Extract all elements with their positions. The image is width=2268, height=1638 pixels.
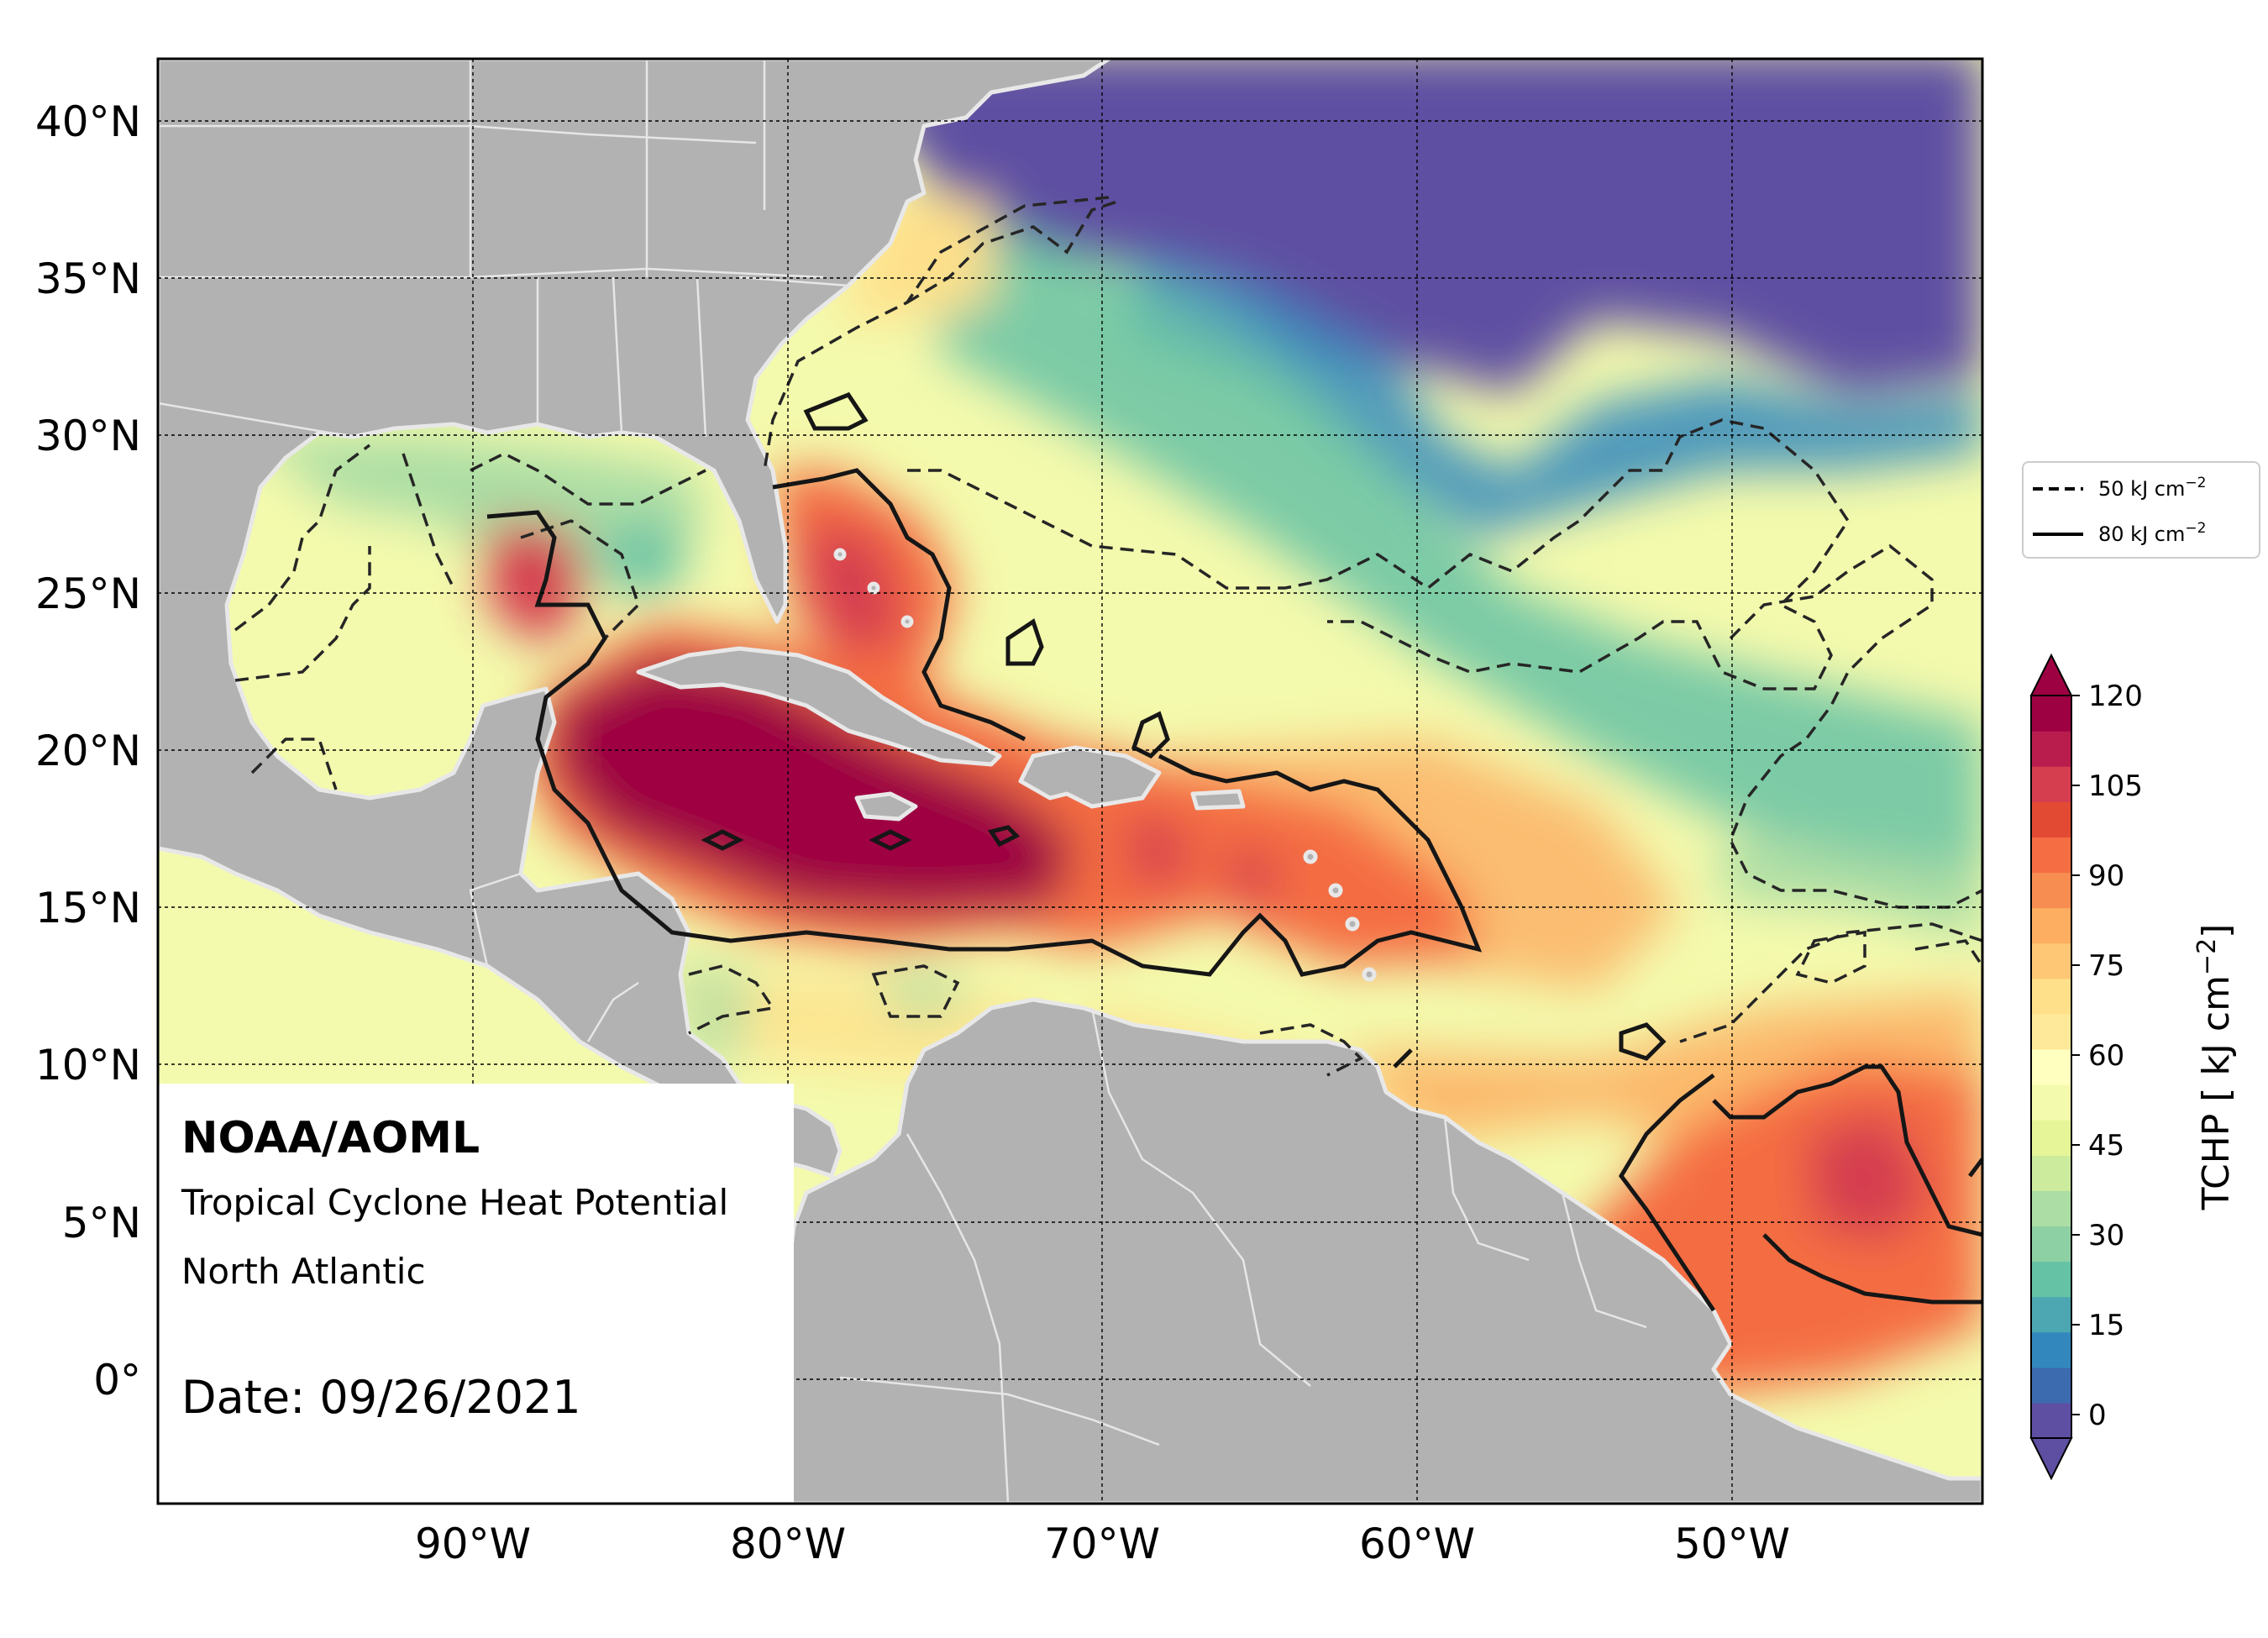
colorbar-band [2031,1226,2071,1263]
lat-label: 35°N [35,255,141,303]
product-label: Tropical Cyclone Heat Potential [181,1182,728,1223]
colorbar-band [2031,1367,2071,1404]
south-america-land [758,997,1982,1504]
colorbar-band [2031,1261,2071,1298]
colorbar-band [2031,1296,2071,1333]
political-borders [158,59,1647,1504]
lat-label: 40°N [35,97,141,146]
colorbar-tick-label: 15 [2088,1309,2124,1342]
colorbar-min-extend [2029,1437,2073,1481]
colorbar-band [2031,1155,2071,1191]
colorbar-band [2031,1402,2071,1439]
colorbar-title: TCHP [ kJ cm−2] [2192,924,2238,1211]
legend-dashed-label: 50 kJ cm [2098,477,2185,501]
lat-label: 5°N [62,1199,141,1247]
colorbar-band [2031,801,2071,837]
colorbar-title-main: TCHP [ kJ cm [2195,975,2238,1210]
colorbar-band [2031,731,2071,767]
colorbar-tick-label: 90 [2088,859,2124,893]
info-panel [159,1084,794,1503]
bahamas-island [867,581,880,595]
lat-label: 25°N [35,570,141,618]
lon-label: 80°W [730,1520,846,1568]
colorbar-band [2031,1331,2071,1368]
colorbar-tick-label: 45 [2088,1129,2124,1163]
svg-text:80 kJ cm−2: 80 kJ cm−2 [2098,520,2206,546]
land-masses [158,59,1982,1504]
colorbar-bands [2031,696,2071,1439]
colorbar-ticks: 120 105 90 75 60 45 30 15 0 [2071,680,2143,1432]
region-label: North Atlantic [181,1251,426,1292]
antilles-island [1345,916,1360,932]
puerto-rico-land [1190,789,1246,811]
colorbar-band [2031,978,2071,1015]
lat-label: 10°N [35,1041,141,1089]
tchp-field [252,59,1982,1394]
bahamas-island [900,615,914,628]
colorbar-tick-label: 0 [2088,1399,2107,1432]
colorbar-band [2031,1120,2071,1156]
lat-label: 30°N [35,412,141,460]
contours-80 [486,391,1982,1312]
lon-label: 70°W [1044,1520,1160,1568]
colorbar-band [2031,837,2071,874]
antilles-island [1362,967,1377,982]
org-label: NOAA/AOML [181,1113,480,1163]
date-label: Date: 09/26/2021 [181,1371,581,1424]
latitude-labels: 40°N 35°N 30°N 25°N 20°N 15°N 10°N 5°N 0… [35,97,141,1404]
colorbar-band [2031,907,2071,944]
colorbar-tick-label: 30 [2088,1219,2124,1252]
colorbar-band [2031,872,2071,909]
colorbar-tick-label: 105 [2088,769,2143,803]
antilles-island [1328,883,1343,898]
colorbar-tick-label: 120 [2088,680,2143,713]
hispaniola-land [1018,745,1162,809]
cuba-land [636,646,1002,767]
colorbar-band [2031,696,2071,732]
contours-50 [234,196,1982,1077]
map-frame [156,57,1984,1505]
colorbar-title-exponent: −2 [2192,938,2222,975]
svg-text:50 kJ cm−2: 50 kJ cm−2 [2098,475,2206,501]
lat-label: 15°N [35,884,141,932]
lon-label: 50°W [1674,1520,1790,1568]
colorbar-tick-label: 75 [2088,949,2124,983]
lon-label: 60°W [1359,1520,1475,1568]
colorbar-band [2031,1013,2071,1050]
colorbar-tick-label: 60 [2088,1039,2124,1073]
longitude-labels: 90°W 80°W 70°W 60°W 50°W [415,1520,1790,1568]
lon-label: 90°W [415,1520,531,1568]
contour-legend: 50 kJ cm−2 80 kJ cm−2 [2022,461,2260,559]
colorbar: 120 105 90 75 60 45 30 15 0 TCHP [ kJ cm… [2029,653,2238,1481]
colorbar-band [2031,766,2071,802]
colorbar-band [2031,1048,2071,1085]
colorbar-band [2031,1084,2071,1121]
map-area [158,59,1982,1504]
jamaica-land [854,791,918,822]
antilles-island [1303,849,1318,864]
legend-solid-label: 80 kJ cm [2098,522,2185,546]
lat-label: 20°N [35,727,141,775]
colorbar-band [2031,1190,2071,1227]
colorbar-outline [2030,695,2072,1439]
lat-label: 0° [93,1356,141,1404]
colorbar-max-extend [2029,653,2073,696]
legend-solid-exponent: −2 [2185,520,2206,537]
bahamas-island [833,548,847,561]
colorbar-band [2031,942,2071,979]
colorbar-title-end: ] [2195,924,2238,938]
legend-dashed-exponent: −2 [2185,475,2206,491]
